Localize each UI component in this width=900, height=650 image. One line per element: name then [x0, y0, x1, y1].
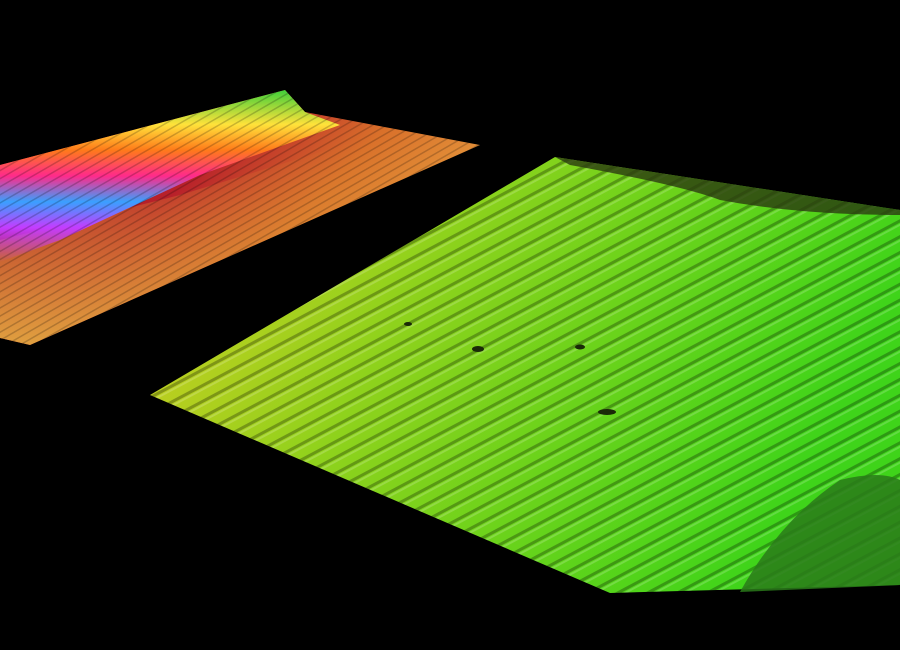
left-surface — [0, 90, 480, 345]
right-surface — [150, 157, 900, 593]
